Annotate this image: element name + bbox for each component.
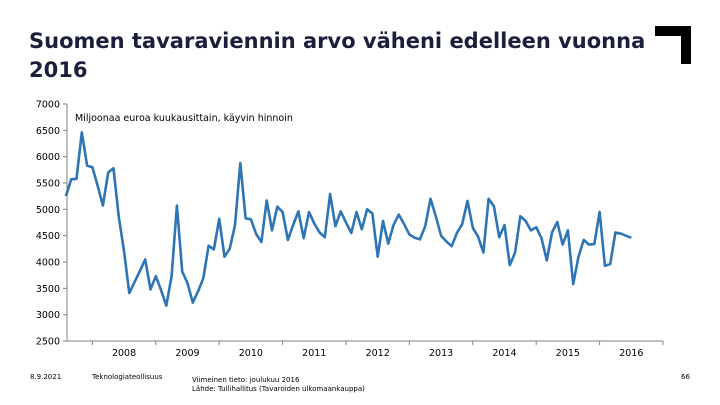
x-tick-label: 2012 [366, 348, 390, 359]
y-tick-label: 4000 [36, 258, 60, 269]
x-tick-label: 2009 [175, 348, 199, 359]
y-tick-label: 3000 [36, 310, 60, 321]
y-tick-label: 5500 [36, 179, 60, 190]
y-tick-label: 5000 [36, 205, 60, 216]
brand-logo-corner-icon [655, 26, 691, 64]
chart-subtitle: Miljoonaa euroa kuukausittain, käyvin hi… [75, 113, 293, 124]
x-tick-label: 2011 [302, 348, 326, 359]
footer-last-data: Viimeinen tieto: joulukuu 2016 [192, 376, 300, 384]
y-tick-label: 2500 [36, 337, 60, 348]
y-tick-label: 7000 [36, 100, 60, 111]
x-tick-label: 2016 [619, 348, 643, 359]
x-tick-label: 2013 [429, 348, 453, 359]
y-tick-label: 6000 [36, 152, 60, 163]
page-number: 66 [681, 373, 690, 381]
x-tick-label: 2015 [556, 348, 580, 359]
x-tick-label: 2010 [239, 348, 263, 359]
footer-date: 8.9.2021 [30, 373, 62, 381]
footer-organization: Teknologiateollisuus [92, 373, 163, 381]
y-tick-label: 6500 [36, 126, 60, 137]
y-tick-label: 4500 [36, 231, 60, 242]
x-tick-label: 2014 [492, 348, 516, 359]
series-line-tavaravienti [64, 131, 632, 307]
footer-source: Lähde: Tullihallitus (Tavaroiden ulkomaa… [192, 385, 365, 393]
slide-title: Suomen tavaraviennin arvo väheni edellee… [29, 29, 646, 82]
y-tick-label: 3500 [36, 284, 60, 295]
x-tick-label: 2008 [112, 348, 136, 359]
